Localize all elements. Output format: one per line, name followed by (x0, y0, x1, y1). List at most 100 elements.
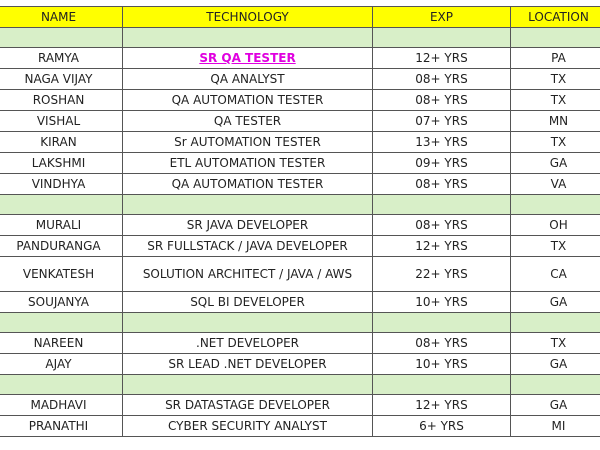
consultant-table: NAME TECHNOLOGY EXP LOCATION RAMYA SR QA … (0, 6, 600, 437)
technology-cell: SR JAVA DEVELOPER (122, 214, 373, 236)
technology-cell: SR FULLSTACK / JAVA DEVELOPER (122, 235, 373, 257)
location-cell: GA (510, 291, 600, 313)
exp-cell: 09+ YRS (372, 152, 511, 174)
separator-cell (372, 374, 511, 395)
group-separator-row (0, 27, 600, 48)
location-cell: TX (510, 89, 600, 111)
separator-cell (122, 194, 373, 215)
technology-cell: ETL AUTOMATION TESTER (122, 152, 373, 174)
table-row: LAKSHMI ETL AUTOMATION TESTER 09+ YRS GA (0, 152, 600, 174)
exp-cell: 12+ YRS (372, 394, 511, 416)
table-row: VISHAL QA TESTER 07+ YRS MN (0, 110, 600, 132)
separator-cell (510, 312, 600, 333)
exp-cell: 08+ YRS (372, 214, 511, 236)
location-cell: TX (510, 68, 600, 90)
group-separator-row (0, 374, 600, 395)
separator-cell (122, 374, 373, 395)
name-cell: SOUJANYA (0, 291, 123, 313)
separator-cell (0, 374, 123, 395)
table-row: KIRAN Sr AUTOMATION TESTER 13+ YRS TX (0, 131, 600, 153)
technology-cell: QA AUTOMATION TESTER (122, 89, 373, 111)
name-cell: PANDURANGA (0, 235, 123, 257)
separator-cell (372, 27, 511, 48)
name-cell: NAREEN (0, 332, 123, 354)
technology-cell: SR LEAD .NET DEVELOPER (122, 353, 373, 375)
technology-cell: QA AUTOMATION TESTER (122, 173, 373, 195)
location-cell: CA (510, 256, 600, 292)
location-cell: PA (510, 47, 600, 69)
technology-cell: SR DATASTAGE DEVELOPER (122, 394, 373, 416)
technology-cell: SOLUTION ARCHITECT / JAVA / AWS (122, 256, 373, 292)
name-cell: LAKSHMI (0, 152, 123, 174)
highlighted-technology-link[interactable]: SR QA TESTER (199, 51, 296, 65)
location-cell: TX (510, 332, 600, 354)
header-location: LOCATION (510, 6, 600, 28)
exp-cell: 10+ YRS (372, 291, 511, 313)
table-row: NAGA VIJAY QA ANALYST 08+ YRS TX (0, 68, 600, 90)
exp-cell: 08+ YRS (372, 332, 511, 354)
location-cell: TX (510, 235, 600, 257)
group-separator-row (0, 312, 600, 333)
exp-cell: 08+ YRS (372, 89, 511, 111)
table-row: RAMYA SR QA TESTER 12+ YRS PA (0, 47, 600, 69)
location-cell: MI (510, 415, 600, 437)
table-row: NAREEN .NET DEVELOPER 08+ YRS TX (0, 332, 600, 354)
header-technology: TECHNOLOGY (122, 6, 373, 28)
technology-cell: QA TESTER (122, 110, 373, 132)
table-row: MADHAVI SR DATASTAGE DEVELOPER 12+ YRS GA (0, 394, 600, 416)
technology-cell: SQL BI DEVELOPER (122, 291, 373, 313)
separator-cell (0, 194, 123, 215)
name-cell: AJAY (0, 353, 123, 375)
table-row: MURALI SR JAVA DEVELOPER 08+ YRS OH (0, 214, 600, 236)
name-cell: VINDHYA (0, 173, 123, 195)
table-row: VENKATESH SOLUTION ARCHITECT / JAVA / AWS… (0, 256, 600, 292)
header-name: NAME (0, 6, 123, 28)
name-cell: PRANATHI (0, 415, 123, 437)
separator-cell (510, 374, 600, 395)
table-row: SOUJANYA SQL BI DEVELOPER 10+ YRS GA (0, 291, 600, 313)
separator-cell (0, 27, 123, 48)
group-separator-row (0, 194, 600, 215)
name-cell: MADHAVI (0, 394, 123, 416)
separator-cell (372, 312, 511, 333)
exp-cell: 12+ YRS (372, 47, 511, 69)
exp-cell: 13+ YRS (372, 131, 511, 153)
location-cell: MN (510, 110, 600, 132)
name-cell: RAMYA (0, 47, 123, 69)
technology-cell: CYBER SECURITY ANALYST (122, 415, 373, 437)
table-row: PRANATHI CYBER SECURITY ANALYST 6+ YRS MI (0, 415, 600, 437)
exp-cell: 12+ YRS (372, 235, 511, 257)
header-row: NAME TECHNOLOGY EXP LOCATION (0, 6, 600, 28)
name-cell: NAGA VIJAY (0, 68, 123, 90)
table-row: ROSHAN QA AUTOMATION TESTER 08+ YRS TX (0, 89, 600, 111)
table-row: VINDHYA QA AUTOMATION TESTER 08+ YRS VA (0, 173, 600, 195)
separator-cell (372, 194, 511, 215)
separator-cell (510, 27, 600, 48)
table-body: RAMYA SR QA TESTER 12+ YRS PA NAGA VIJAY QA A… (0, 27, 600, 437)
location-cell: GA (510, 353, 600, 375)
exp-cell: 08+ YRS (372, 68, 511, 90)
table-row: AJAY SR LEAD .NET DEVELOPER 10+ YRS GA (0, 353, 600, 375)
location-cell: VA (510, 173, 600, 195)
separator-cell (122, 312, 373, 333)
name-cell: VISHAL (0, 110, 123, 132)
exp-cell: 07+ YRS (372, 110, 511, 132)
separator-cell (510, 194, 600, 215)
name-cell: ROSHAN (0, 89, 123, 111)
technology-cell: SR QA TESTER (122, 47, 373, 69)
technology-cell: QA ANALYST (122, 68, 373, 90)
name-cell: MURALI (0, 214, 123, 236)
exp-cell: 6+ YRS (372, 415, 511, 437)
exp-cell: 22+ YRS (372, 256, 511, 292)
exp-cell: 10+ YRS (372, 353, 511, 375)
header-exp: EXP (372, 6, 511, 28)
exp-cell: 08+ YRS (372, 173, 511, 195)
location-cell: TX (510, 131, 600, 153)
technology-cell: Sr AUTOMATION TESTER (122, 131, 373, 153)
name-cell: VENKATESH (0, 256, 123, 292)
location-cell: GA (510, 152, 600, 174)
location-cell: GA (510, 394, 600, 416)
name-cell: KIRAN (0, 131, 123, 153)
separator-cell (122, 27, 373, 48)
separator-cell (0, 312, 123, 333)
